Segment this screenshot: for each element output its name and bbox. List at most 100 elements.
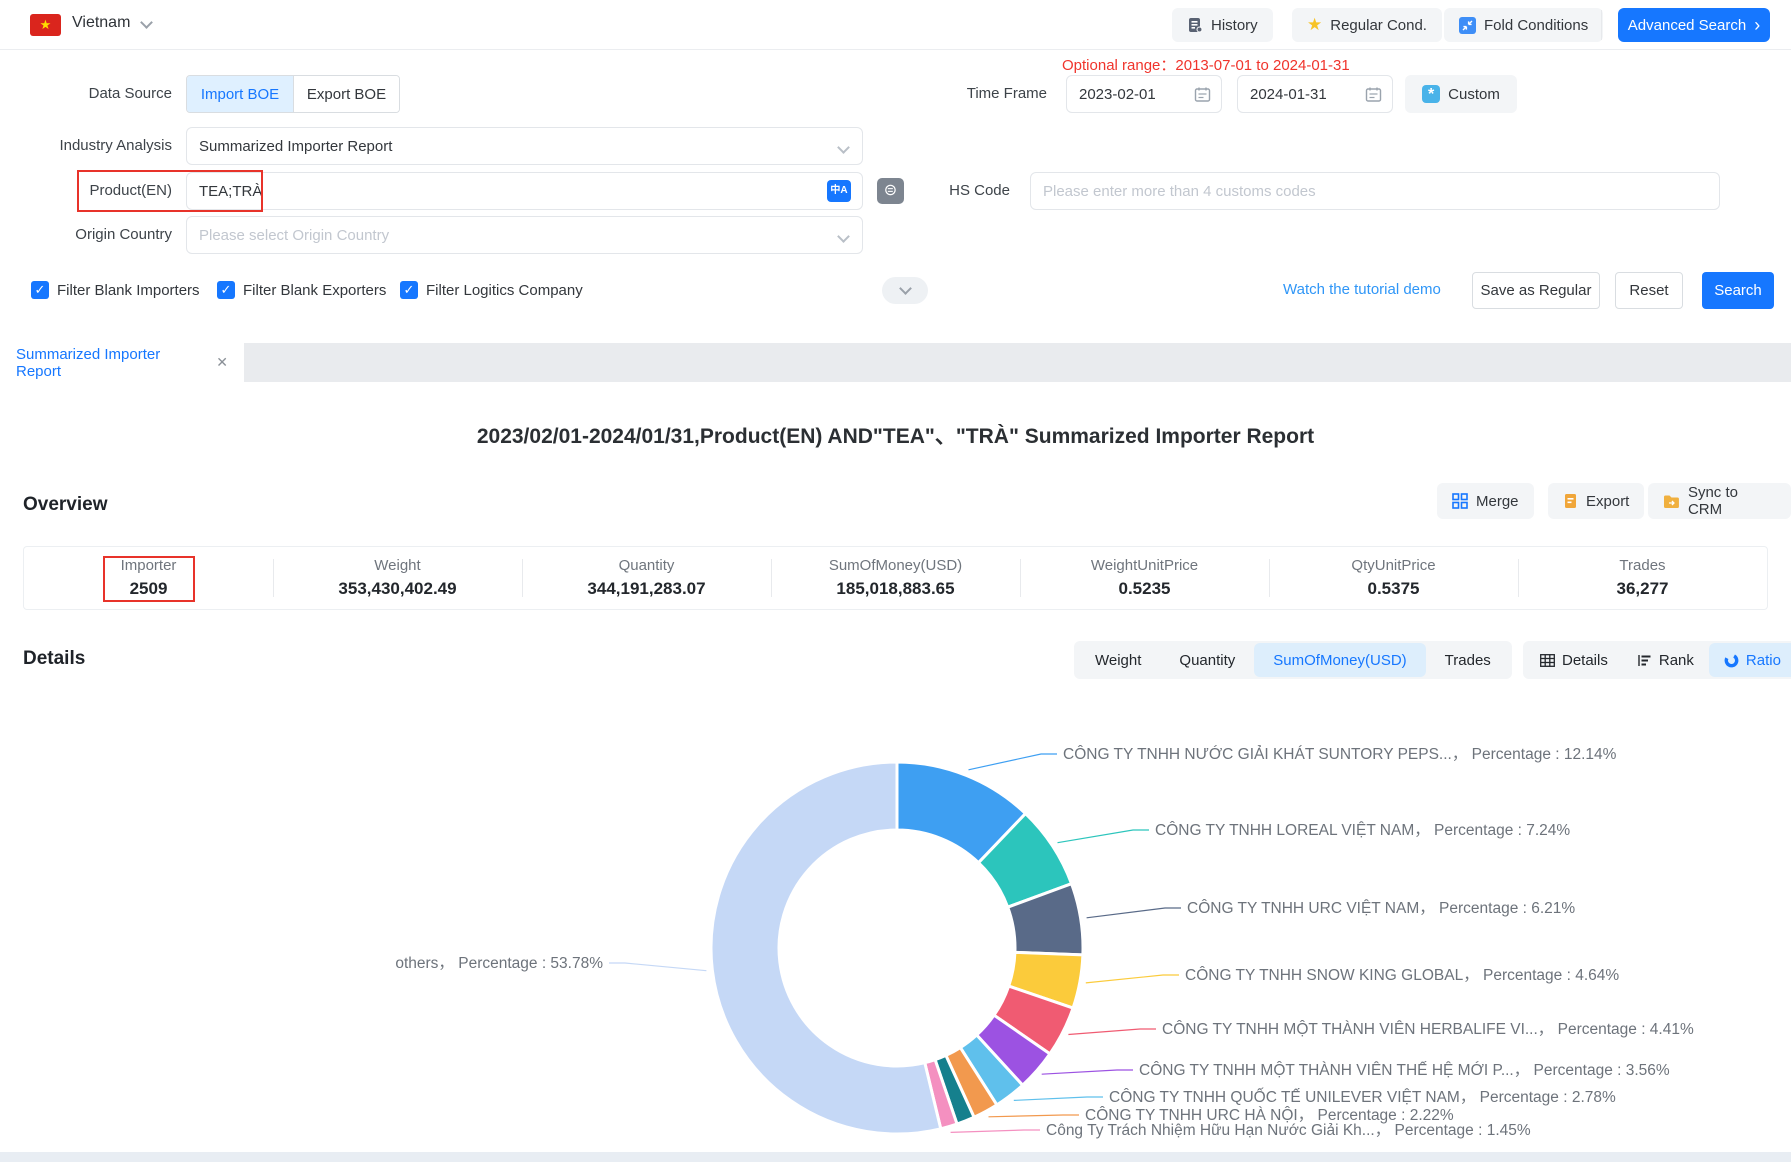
checkbox-checked-icon: ✓	[217, 281, 235, 299]
advanced-search-label: Advanced Search	[1628, 17, 1746, 34]
date-end-input[interactable]: 2024-01-31	[1237, 75, 1393, 113]
export-icon	[1563, 493, 1578, 509]
history-button[interactable]: History	[1172, 8, 1273, 42]
stat-weight: Weight 353,430,402.49	[273, 547, 522, 609]
pie-label-line	[609, 963, 706, 971]
advanced-search-button[interactable]: Advanced Search ›	[1618, 8, 1770, 42]
custom-icon: *	[1422, 85, 1440, 103]
star-icon: ★	[1307, 15, 1322, 35]
arrow-right-icon: ›	[1754, 17, 1760, 33]
regular-cond-button[interactable]: ★ Regular Cond.	[1292, 8, 1442, 42]
rank-icon	[1638, 654, 1652, 667]
stat-importer: Importer 2509	[24, 547, 273, 609]
stat-label: QtyUnitPrice	[1351, 557, 1435, 574]
details-view-label: Details	[1562, 652, 1608, 669]
tab-export-boe[interactable]: Export BOE	[293, 76, 399, 112]
tab-details-view[interactable]: Details	[1525, 643, 1623, 677]
vietnam-flag-icon: ★	[30, 14, 61, 36]
search-button[interactable]: Search	[1702, 272, 1774, 309]
origin-country-label: Origin Country	[0, 216, 172, 254]
tutorial-demo-link[interactable]: Watch the tutorial demo	[1283, 272, 1441, 308]
tab-weight[interactable]: Weight	[1076, 643, 1160, 677]
hs-code-input[interactable]	[1030, 172, 1720, 210]
origin-country-placeholder: Please select Origin Country	[199, 227, 389, 244]
stat-value: 353,430,402.49	[338, 579, 456, 599]
fold-icon	[1459, 17, 1476, 34]
tab-rank-view[interactable]: Rank	[1623, 643, 1709, 677]
product-en-label: Product(EN)	[0, 172, 172, 210]
merge-label: Merge	[1476, 493, 1519, 510]
overview-heading: Overview	[23, 494, 108, 516]
pie-label: Công Ty Trách Nhiệm Hữu Hạn Nước Giải Kh…	[1046, 1122, 1531, 1139]
bottom-scroll-strip[interactable]	[0, 1152, 1791, 1162]
tab-trades[interactable]: Trades	[1426, 643, 1510, 677]
save-as-regular-button[interactable]: Save as Regular	[1472, 272, 1600, 309]
chevron-down-icon	[899, 282, 912, 295]
pie-label-line	[989, 1115, 1080, 1117]
pie-label-line	[951, 1130, 1040, 1132]
calendar-icon[interactable]	[1365, 86, 1382, 103]
product-en-input[interactable]	[186, 172, 863, 210]
pie-chart: CÔNG TY TNHH NƯỚC GIẢI KHÁT SUNTORY PEPS…	[0, 700, 1791, 1162]
calendar-icon[interactable]	[1194, 86, 1211, 103]
industry-analysis-label: Industry Analysis	[0, 127, 172, 165]
tab-quantity[interactable]: Quantity	[1160, 643, 1254, 677]
history-icon	[1187, 17, 1203, 33]
sync-to-crm-label: Sync to CRM	[1688, 484, 1776, 518]
close-icon[interactable]: ✕	[216, 354, 228, 371]
data-source-label: Data Source	[0, 75, 172, 113]
sync-to-crm-button[interactable]: Sync to CRM	[1648, 483, 1791, 519]
stat-quantity: Quantity 344,191,283.07	[522, 547, 771, 609]
checkbox-checked-icon: ✓	[400, 281, 418, 299]
checkbox-filter-logistics-company[interactable]: ✓ Filter Logitics Company	[400, 272, 583, 308]
pie-label: CÔNG TY TNHH SNOW KING GLOBAL， Percentag…	[1185, 967, 1619, 984]
checkbox-label: Filter Blank Exporters	[243, 282, 386, 299]
chevron-down-icon	[837, 230, 850, 243]
hs-code-label: HS Code	[838, 172, 1010, 210]
tab-sum-of-money[interactable]: SumOfMoney(USD)	[1254, 643, 1425, 677]
export-label: Export	[1586, 493, 1629, 510]
app-root: ★ Vietnam History ★ Regular Cond. Fold C…	[0, 0, 1791, 1162]
country-selector[interactable]: Vietnam	[72, 14, 130, 32]
pie-label-line	[1058, 830, 1150, 843]
donut-icon	[1724, 653, 1739, 668]
collapse-conditions-button[interactable]	[882, 277, 928, 304]
pie-label: CÔNG TY TNHH MỘT THÀNH VIÊN THẾ HỆ MỚI P…	[1139, 1062, 1670, 1079]
details-heading: Details	[23, 648, 85, 670]
export-button[interactable]: Export	[1548, 483, 1644, 519]
reset-button[interactable]: Reset	[1615, 272, 1683, 309]
industry-analysis-value: Summarized Importer Report	[199, 138, 392, 155]
industry-analysis-select[interactable]: Summarized Importer Report	[186, 127, 863, 165]
table-icon	[1540, 654, 1555, 667]
tab-ratio-view[interactable]: Ratio	[1709, 643, 1791, 677]
checkbox-filter-blank-importers[interactable]: ✓ Filter Blank Importers	[31, 272, 200, 308]
pie-label: CÔNG TY TNHH NƯỚC GIẢI KHÁT SUNTORY PEPS…	[1063, 746, 1617, 763]
pie-label-line	[1086, 975, 1179, 983]
stat-value: 36,277	[1617, 579, 1669, 599]
stat-sum-of-money: SumOfMoney(USD) 185,018,883.65	[771, 547, 1020, 609]
flag-star-glyph: ★	[40, 17, 52, 32]
date-start-input[interactable]: 2023-02-01	[1066, 75, 1222, 113]
tab-import-boe[interactable]: Import BOE	[187, 76, 293, 112]
regular-cond-label: Regular Cond.	[1330, 17, 1427, 34]
pie-label: CÔNG TY TNHH LOREAL VIỆT NAM， Percentage…	[1155, 822, 1570, 839]
stat-value: 344,191,283.07	[587, 579, 705, 599]
origin-country-select[interactable]: Please select Origin Country	[186, 216, 863, 254]
checkbox-filter-blank-exporters[interactable]: ✓ Filter Blank Exporters	[217, 272, 386, 308]
merge-button[interactable]: Merge	[1437, 483, 1534, 519]
pie-label: CÔNG TY TNHH MỘT THÀNH VIÊN HERBALIFE VI…	[1162, 1021, 1694, 1038]
view-tabs: Details Rank Ratio	[1523, 641, 1791, 679]
custom-range-button[interactable]: * Custom	[1405, 75, 1517, 113]
pie-label-line	[1042, 1070, 1133, 1074]
fold-conditions-button[interactable]: Fold Conditions	[1444, 8, 1603, 42]
chevron-down-icon[interactable]	[140, 16, 153, 29]
stat-label: WeightUnitPrice	[1091, 557, 1198, 574]
pie-label: CÔNG TY TNHH URC VIỆT NAM， Percentage : …	[1187, 900, 1575, 917]
pie-label-line	[1068, 1029, 1156, 1035]
stat-trades: Trades 36,277	[1518, 547, 1767, 609]
date-end-value: 2024-01-31	[1250, 86, 1327, 103]
pie-label: CÔNG TY TNHH QUỐC TẾ UNILEVER VIỆT NAM， …	[1109, 1088, 1616, 1106]
rank-view-label: Rank	[1659, 652, 1694, 669]
tab-summarized-importer-report[interactable]: Summarized Importer Report ✕	[0, 343, 244, 382]
history-label: History	[1211, 17, 1258, 34]
